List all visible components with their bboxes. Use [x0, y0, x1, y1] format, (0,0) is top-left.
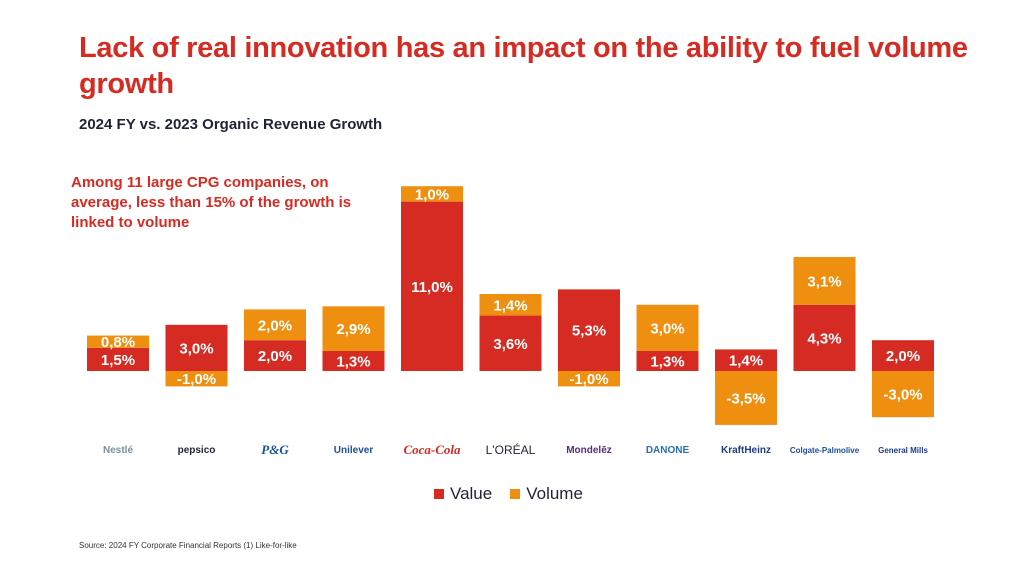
- label-value-8: 1,4%: [729, 353, 763, 370]
- logo-colgate-palmolive: Colgate-Palmolive: [789, 445, 860, 455]
- bar-value-1: [165, 324, 228, 371]
- label-volume-3: 2,9%: [336, 321, 370, 338]
- logo-kraft-heinz: KraftHeinz: [720, 444, 771, 456]
- bar-volume-5: [479, 294, 542, 316]
- label-volume-7: 3,0%: [650, 320, 684, 337]
- bar-value-8: [715, 349, 777, 371]
- label-value-2: 2,0%: [258, 348, 292, 365]
- label-volume-0: 0,8%: [101, 334, 135, 351]
- label-value-9: 4,3%: [807, 330, 841, 347]
- annotation-callout: Among 11 large CPG companies, on average…: [71, 174, 352, 231]
- label-volume-4: 1,0%: [415, 186, 449, 203]
- slide-title: Lack of real innovation has an impact on…: [79, 32, 968, 100]
- logo-nestle: Nestlé: [102, 444, 133, 456]
- bar-value-10: [872, 340, 934, 371]
- legend-label-volume: Volume: [526, 484, 583, 503]
- label-volume-6: -1,0%: [569, 371, 608, 388]
- label-value-1: 3,0%: [179, 340, 213, 357]
- bar-value-4: [401, 201, 463, 371]
- bar-volume-3: [322, 306, 385, 351]
- label-value-7: 1,3%: [650, 353, 684, 370]
- bar-volume-0: [87, 335, 149, 348]
- bar-value-9: [793, 304, 856, 371]
- logo-loreal: L'ORÉAL: [485, 443, 536, 457]
- bar-volume-9: [793, 257, 856, 305]
- chart-legend: Value Volume: [434, 484, 583, 504]
- bar-value-6: [558, 289, 620, 371]
- legend-item-volume: Volume: [510, 484, 583, 504]
- label-value-4: 11,0%: [411, 279, 453, 296]
- chart-subtitle: 2024 FY vs. 2023 Organic Revenue Growth: [79, 116, 383, 133]
- bar-value-0: [87, 347, 149, 371]
- label-value-3: 1,3%: [336, 353, 370, 370]
- logo-mondelez: Mondelēz: [566, 444, 612, 456]
- bar-volume-1: [165, 371, 228, 387]
- bar-volume-7: [636, 304, 699, 351]
- label-volume-5: 1,4%: [493, 297, 527, 314]
- legend-swatch-value: [434, 489, 444, 499]
- legend-swatch-volume: [510, 489, 521, 499]
- bar-value-5: [479, 315, 542, 371]
- label-volume-2: 2,0%: [258, 317, 292, 334]
- logo-pg: P&G: [261, 442, 289, 457]
- label-volume-10: -3,0%: [883, 387, 922, 404]
- label-value-0: 1,5%: [101, 352, 135, 369]
- source-note: Source: 2024 FY Corporate Financial Repo…: [79, 541, 297, 550]
- bar-value-2: [244, 340, 306, 371]
- logo-unilever: Unilever: [333, 444, 374, 456]
- label-volume-8: -3,5%: [726, 390, 765, 407]
- bar-volume-8: [715, 371, 777, 425]
- bar-value-7: [636, 350, 699, 371]
- logo-pepsico: pepsico: [177, 444, 216, 456]
- label-volume-9: 3,1%: [807, 273, 841, 290]
- label-volume-1: -1,0%: [177, 371, 216, 388]
- legend-item-value: Value: [434, 484, 492, 504]
- label-value-5: 3,6%: [493, 336, 527, 353]
- bar-volume-6: [558, 371, 620, 387]
- logo-general-mills: General Mills: [878, 445, 928, 455]
- bar-volume-2: [244, 309, 306, 341]
- label-value-10: 2,0%: [886, 348, 920, 365]
- bar-value-3: [322, 350, 385, 371]
- label-value-6: 5,3%: [572, 323, 606, 340]
- logo-danone: DANONE: [645, 444, 690, 456]
- logo-coca-cola: Coca-Cola: [403, 442, 461, 457]
- bar-volume-4: [401, 186, 463, 202]
- legend-label-value: Value: [450, 484, 493, 503]
- bar-volume-10: [872, 371, 934, 418]
